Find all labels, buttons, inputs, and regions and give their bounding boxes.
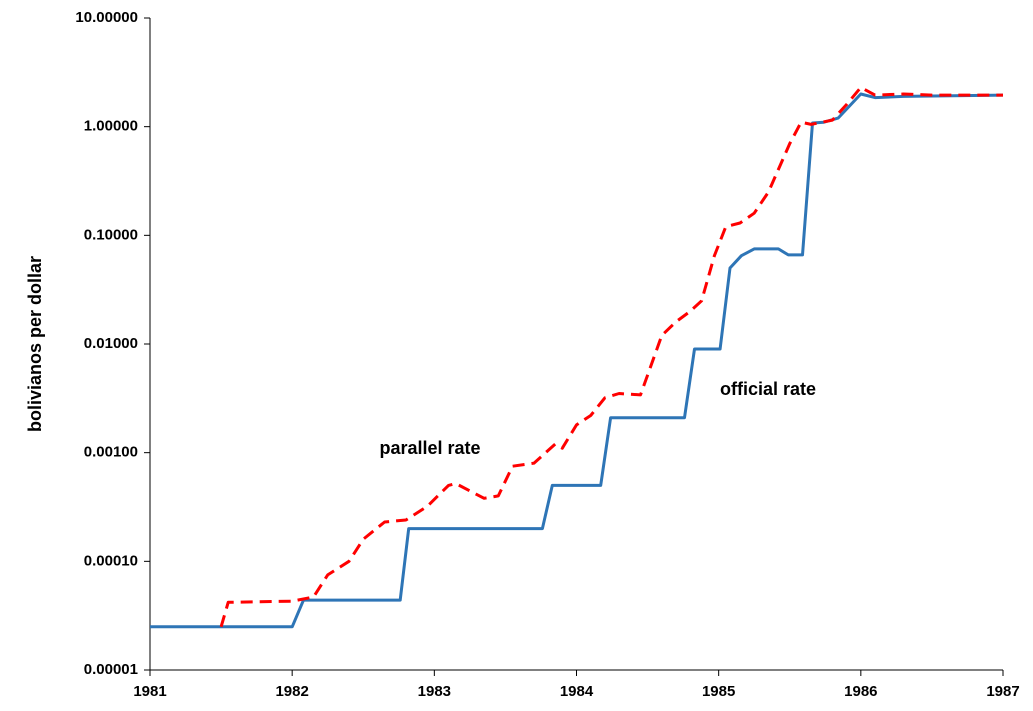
line-dashed <box>219 85 1003 628</box>
annotation: official rate <box>720 379 816 399</box>
y-tick-label: 0.01000 <box>84 335 138 352</box>
x-tick-label: 1982 <box>275 683 308 700</box>
y-tick-label: 10.00000 <box>75 9 138 26</box>
y-tick-label: 0.00010 <box>84 552 138 569</box>
x-tick-label: 1984 <box>560 683 594 700</box>
line-solid <box>150 92 1004 629</box>
y-tick-label: 1.00000 <box>84 118 138 135</box>
y-tick-label: 0.10000 <box>84 226 138 243</box>
x-tick-label: 1987 <box>986 683 1019 700</box>
y-tick-label: 0.00100 <box>84 444 138 461</box>
annotation: parallel rate <box>379 438 480 458</box>
x-tick-label: 1986 <box>844 683 877 700</box>
y-tick-label: 0.00001 <box>84 661 138 678</box>
x-tick-label: 1983 <box>418 683 451 700</box>
x-tick-label: 1981 <box>133 683 166 700</box>
x-tick-label: 1985 <box>702 683 735 700</box>
y-axis-label: bolivianos per dollar <box>25 256 45 432</box>
